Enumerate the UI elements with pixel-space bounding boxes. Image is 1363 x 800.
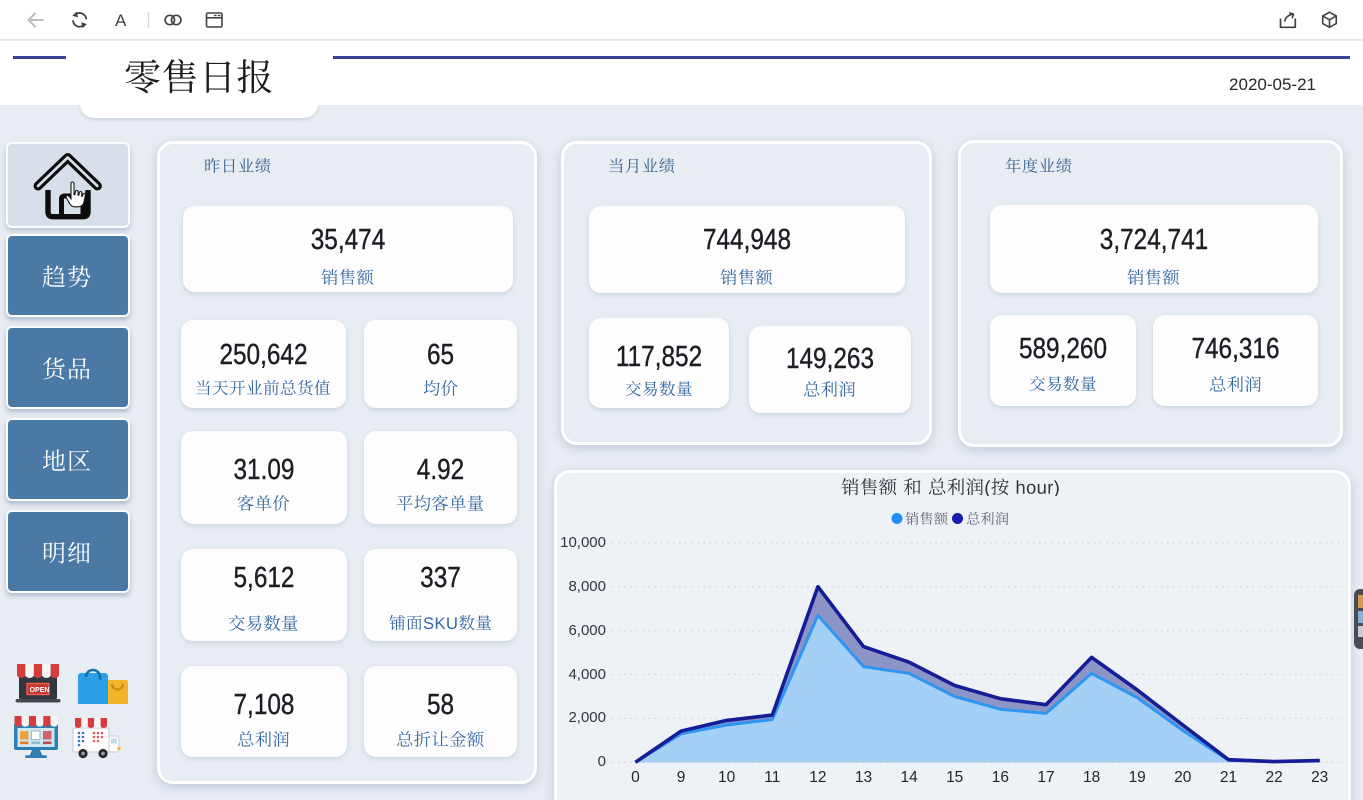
svg-text:A: A [115,11,127,30]
svg-text:OPEN: OPEN [30,687,50,694]
